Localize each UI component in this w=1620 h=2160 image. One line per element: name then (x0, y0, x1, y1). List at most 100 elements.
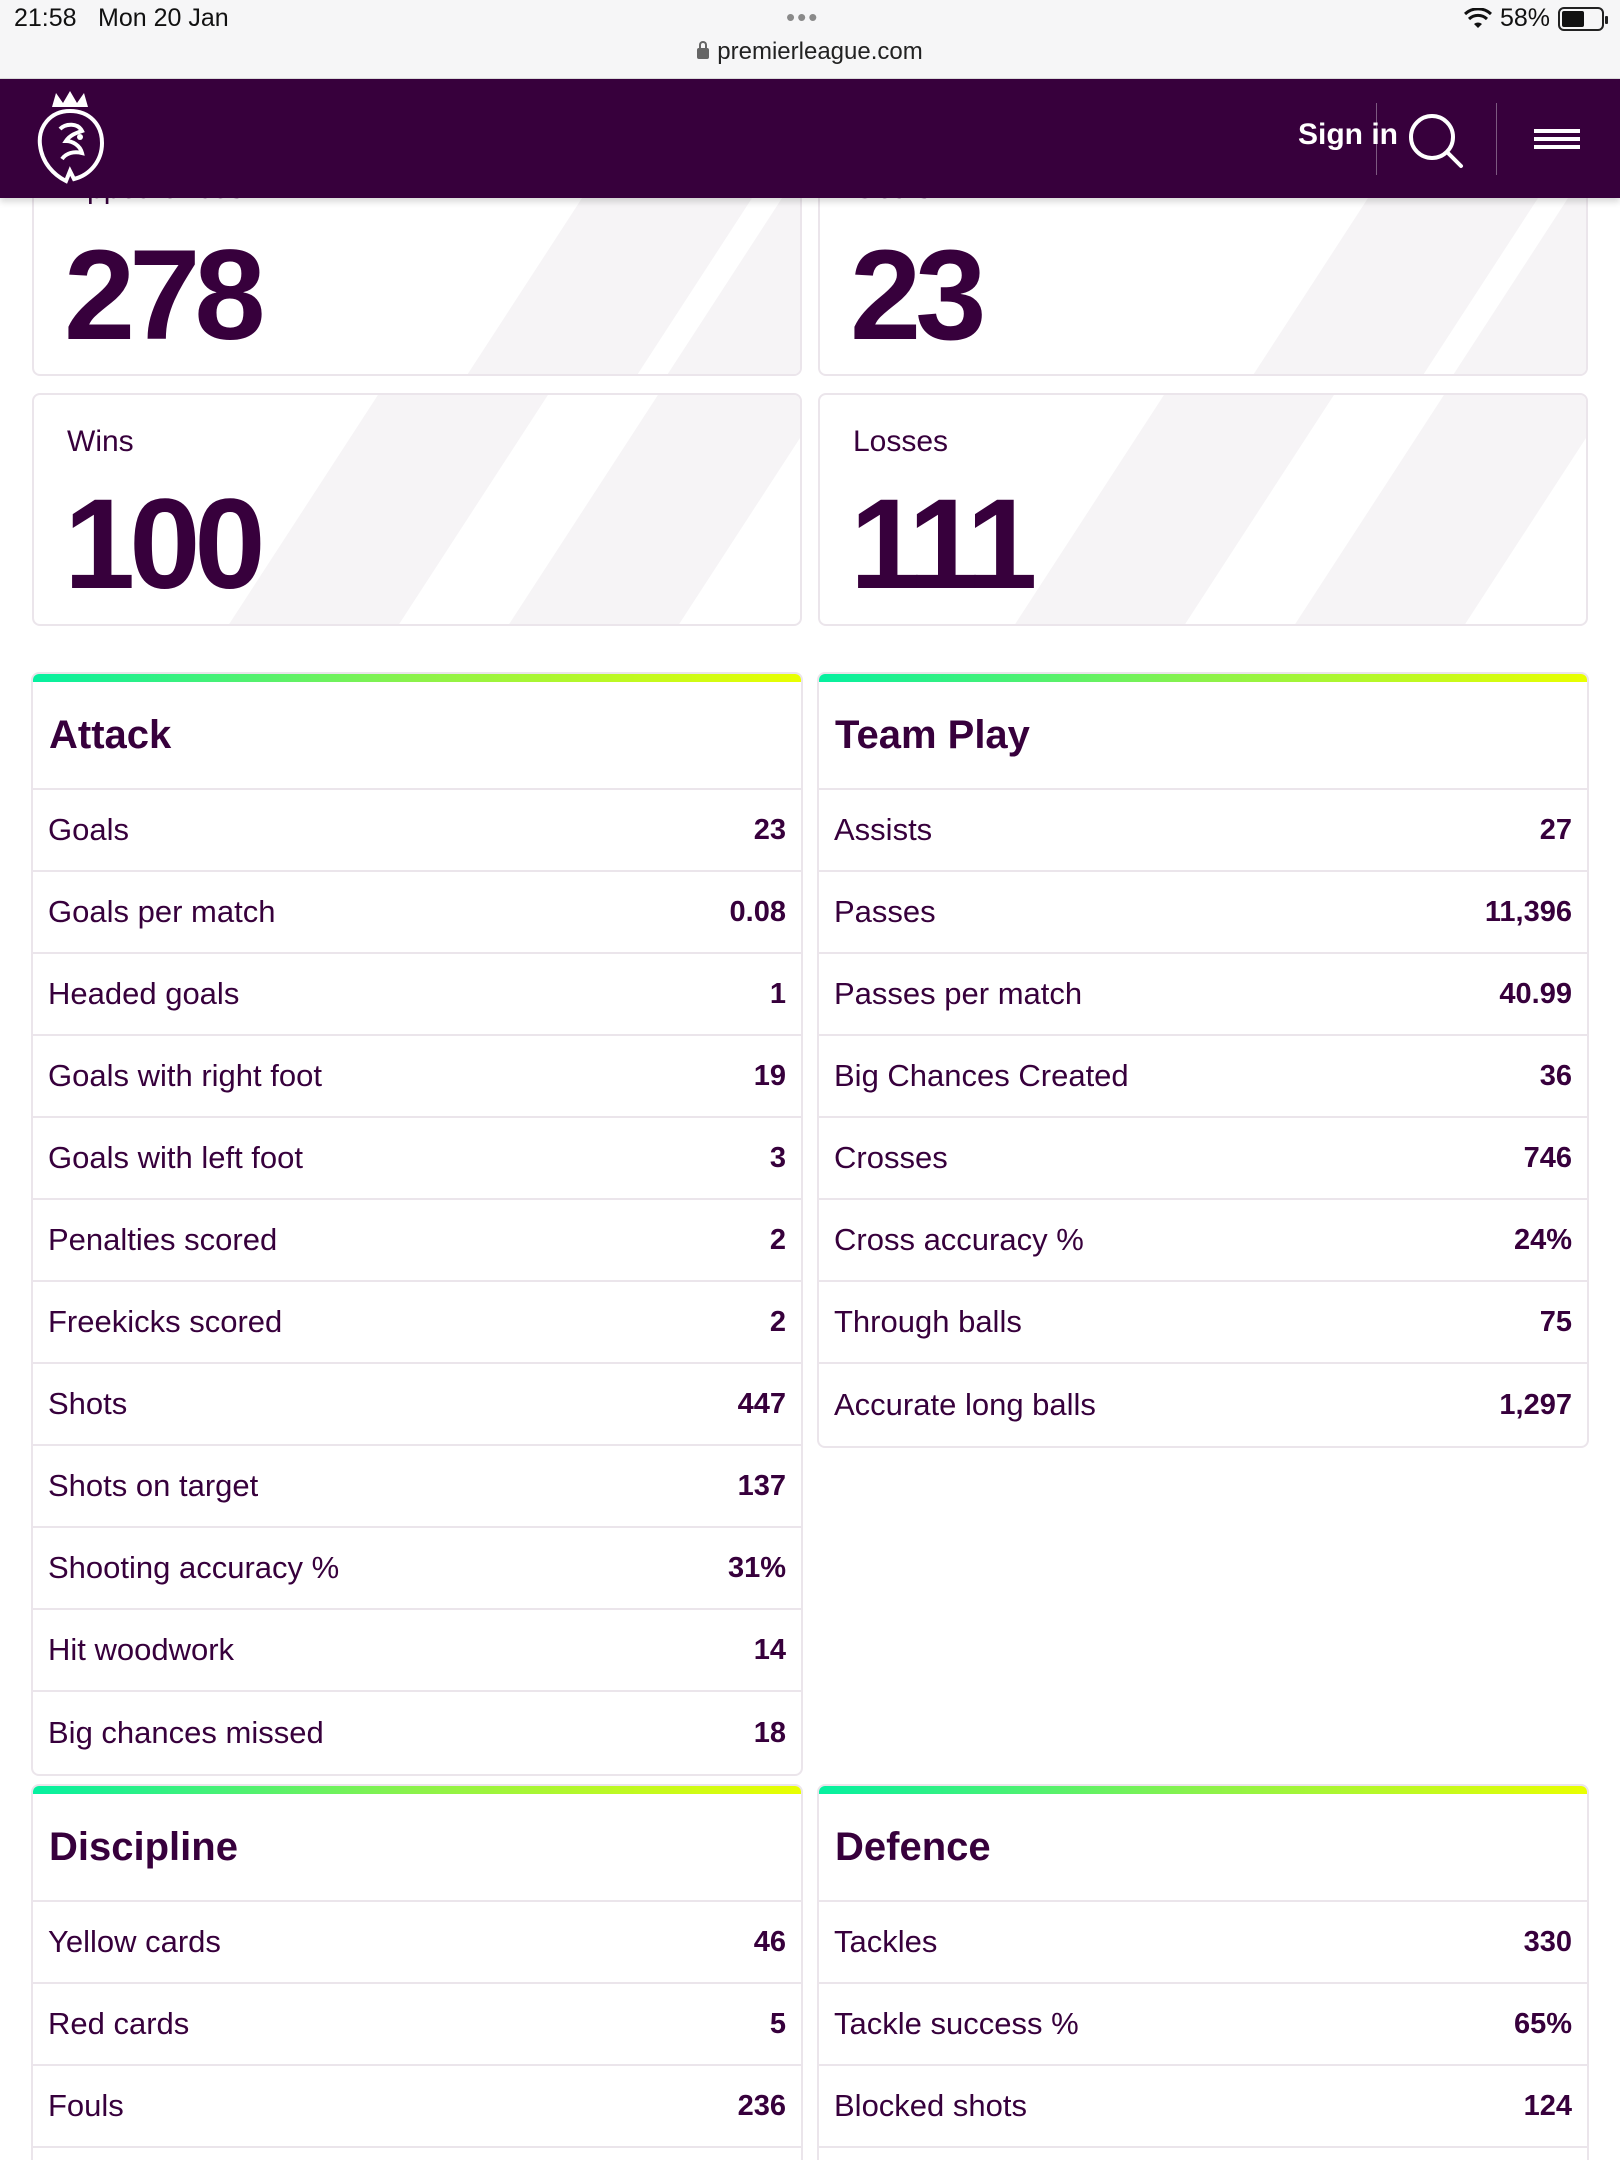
address-bar[interactable]: premierleague.com (0, 38, 1620, 66)
stat-label: Blocked shots (834, 2088, 1027, 2123)
panel-accent-bar (33, 674, 801, 682)
stat-value: 2 (769, 1223, 786, 1256)
stat-row: Big Chances Created 36 (819, 1036, 1587, 1118)
url-text: premierleague.com (717, 38, 923, 65)
stat-row: Passes 11,396 (819, 872, 1587, 954)
stat-row: Hit woodwork 14 (33, 1610, 801, 1692)
stat-row: Goals with right foot 19 (33, 1036, 801, 1118)
stat-row: Penalties scored 2 (33, 1200, 801, 1282)
hero-value: 111 (850, 473, 1037, 616)
stat-row: Fouls 236 (33, 2066, 801, 2148)
stat-label: Tackles (834, 1924, 938, 1959)
status-bar: 21:58 Mon 20 Jan ••• 58% premierleague.c… (0, 0, 1620, 79)
stat-row: Shots 447 (33, 1364, 801, 1446)
stat-value: 1,297 (1499, 1388, 1572, 1421)
stat-value: 11,396 (1484, 895, 1572, 928)
stat-row: Crosses 746 (819, 1118, 1587, 1200)
site-header: Sign in (0, 79, 1620, 198)
defence-panel: Defence Tackles 330 Tackle success % 65% B… (817, 1784, 1589, 2160)
stat-value: 24% (1513, 1223, 1572, 1256)
panel-title: Defence (819, 1794, 1587, 1902)
stat-label: Headed goals (48, 976, 240, 1011)
stat-label: Fouls (48, 2088, 124, 2123)
stat-value: 36 (1539, 1059, 1572, 1092)
stat-label: Yellow cards (48, 1924, 221, 1959)
stat-value: 137 (737, 1469, 786, 1502)
stat-row: Passes per match 40.99 (819, 954, 1587, 1036)
stat-value: 14 (753, 1633, 786, 1666)
stat-label: Accurate long balls (834, 1387, 1096, 1422)
hero-value: 100 (64, 473, 266, 616)
stat-value: 0.08 (729, 895, 786, 928)
hero-label: Wins (67, 425, 134, 458)
team-play-panel: Team Play Assists 27 Passes 11,396 Passes … (817, 672, 1589, 1448)
stat-label: Penalties scored (48, 1222, 278, 1257)
stat-row: Blocked shots 124 (819, 2066, 1587, 2148)
stat-row: Accurate long balls 1,297 (819, 1364, 1587, 1446)
stat-label: Shots (48, 1386, 128, 1421)
stat-row: Big chances missed 18 (33, 1692, 801, 1774)
stat-label: Goals (48, 812, 129, 847)
stat-row: Red cards 5 (33, 1984, 801, 2066)
stat-value: 447 (737, 1387, 786, 1420)
panel-title: Attack (33, 682, 801, 790)
stat-value: 330 (1523, 1925, 1572, 1958)
panel-title: Discipline (33, 1794, 801, 1902)
stat-row: Yellow cards 46 (33, 1902, 801, 1984)
stat-value: 124 (1523, 2089, 1572, 2122)
stat-label: Red cards (48, 2006, 190, 2041)
wifi-icon (1463, 7, 1492, 28)
stat-value: 65% (1513, 2007, 1572, 2040)
lock-icon (697, 41, 710, 59)
stat-row: Goals 23 (33, 790, 801, 872)
premier-league-lion-icon[interactable] (30, 89, 110, 189)
stat-label: Passes (834, 894, 936, 929)
stat-label: Freekicks scored (48, 1304, 283, 1339)
sign-in-link[interactable]: Sign in (1298, 118, 1398, 151)
stat-label: Goals with right foot (48, 1058, 322, 1093)
stat-label: Crosses (834, 1140, 948, 1175)
stat-value: 2 (769, 1305, 786, 1338)
stat-label: Tackle success % (834, 2006, 1079, 2041)
stat-row: Tackles 330 (819, 1902, 1587, 1984)
stat-row: Freekicks scored 2 (33, 1282, 801, 1364)
stat-row: Tackle success % 65% (819, 1984, 1587, 2066)
stat-row: Headed goals 1 (33, 954, 801, 1036)
stat-row: Goals per match 0.08 (33, 872, 801, 954)
search-icon[interactable] (1406, 111, 1464, 169)
stat-value: 5 (769, 2007, 786, 2040)
stat-value: 236 (737, 2089, 786, 2122)
stat-value: 1 (769, 977, 786, 1010)
stat-row: Through balls 75 (819, 1282, 1587, 1364)
hamburger-menu-icon[interactable] (1534, 121, 1582, 157)
panel-accent-bar (819, 674, 1587, 682)
stat-value: 40.99 (1499, 977, 1572, 1010)
stat-row: Assists 27 (819, 790, 1587, 872)
multitasking-dots-icon[interactable]: ••• (786, 2, 820, 32)
stat-label: Goals with left foot (48, 1140, 304, 1175)
discipline-panel: Discipline Yellow cards 46 Red cards 5 Fou… (31, 1784, 803, 2160)
hero-card-wins: Wins 100 (32, 393, 802, 626)
stat-label: Shooting accuracy % (48, 1550, 340, 1585)
header-divider (1376, 103, 1377, 175)
hero-label: Losses (853, 425, 949, 458)
stat-value: 23 (753, 813, 786, 846)
hero-value: 23 (850, 224, 986, 367)
battery-icon (1558, 6, 1608, 31)
attack-panel: Attack Goals 23 Goals per match 0.08 Heade… (31, 672, 803, 1776)
stat-row: Goals with left foot 3 (33, 1118, 801, 1200)
header-divider (1496, 103, 1497, 175)
stat-label: Passes per match (834, 976, 1083, 1011)
status-date: Mon 20 Jan (98, 4, 229, 32)
stat-value: 746 (1523, 1141, 1572, 1174)
stat-label: Through balls (834, 1304, 1022, 1339)
stat-label: Goals per match (48, 894, 276, 929)
hero-value: 278 (64, 224, 266, 367)
panel-title: Team Play (819, 682, 1587, 790)
stat-label: Big chances missed (48, 1715, 324, 1750)
stat-value: 27 (1539, 813, 1572, 846)
status-time: 21:58 (14, 4, 77, 32)
stat-value: 75 (1539, 1305, 1572, 1338)
stat-value: 19 (753, 1059, 786, 1092)
stat-label: Shots on target (48, 1468, 259, 1503)
